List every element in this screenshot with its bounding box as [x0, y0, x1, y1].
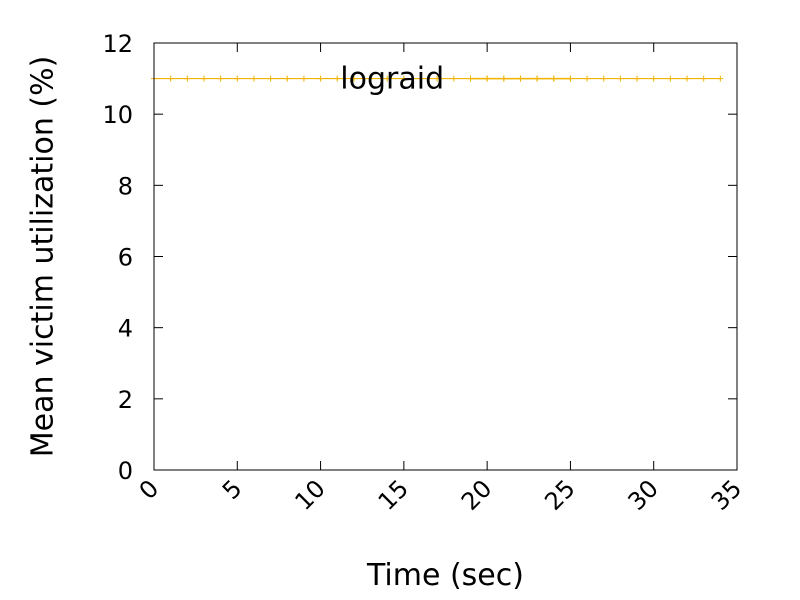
data-point	[184, 75, 191, 82]
data-point	[450, 75, 457, 82]
data-point	[267, 75, 274, 82]
data-point	[250, 75, 257, 82]
y-axis-title: Mean victim utilization (%)	[26, 56, 61, 458]
data-point	[300, 75, 307, 82]
data-point	[417, 75, 424, 82]
y-tick-label: 2	[118, 386, 133, 414]
y-tick-label: 12	[102, 30, 133, 58]
data-point	[350, 75, 357, 82]
data-point	[284, 75, 291, 82]
y-tick-label: 8	[118, 172, 133, 200]
legend-label-lograid: lograid	[340, 62, 444, 97]
y-tick-labels: 0 2 4 6 8 10 12	[102, 30, 133, 485]
y-tick-label: 6	[118, 244, 133, 272]
y-tick-label: 10	[102, 101, 133, 129]
data-point	[317, 75, 324, 82]
data-point	[684, 75, 691, 82]
data-point	[334, 75, 341, 82]
data-point	[717, 75, 724, 82]
data-point	[584, 75, 591, 82]
data-point	[700, 75, 707, 82]
x-axis-title: Time (sec)	[366, 558, 524, 593]
data-point	[400, 75, 407, 82]
data-point	[200, 75, 207, 82]
legend: lograid	[340, 62, 571, 97]
data-point	[384, 75, 391, 82]
y-tick-label: 0	[118, 457, 133, 485]
data-point	[634, 75, 641, 82]
data-point	[617, 75, 624, 82]
data-point	[234, 75, 241, 82]
data-point	[600, 75, 607, 82]
data-point	[367, 75, 374, 82]
data-point	[167, 75, 174, 82]
data-point	[650, 75, 657, 82]
y-tick-label: 4	[118, 315, 133, 343]
data-point	[217, 75, 224, 82]
data-point	[434, 75, 441, 82]
plot-frame	[153, 42, 738, 471]
data-point	[667, 75, 674, 82]
